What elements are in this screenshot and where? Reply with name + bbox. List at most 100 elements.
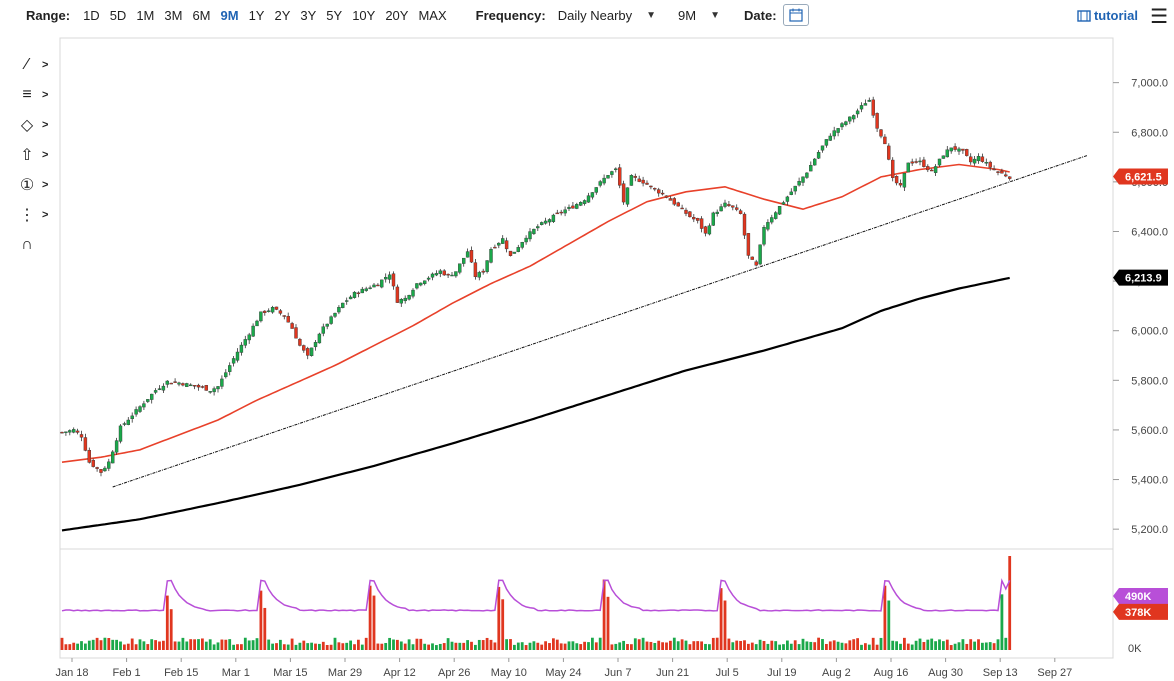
volume-average-line (61, 578, 1011, 612)
volume-bar (544, 641, 547, 650)
price-tick-label: 5,400.0 (1131, 475, 1168, 487)
candle-body (313, 342, 318, 348)
candle-body (149, 393, 154, 400)
range-button-1d[interactable]: 1D (83, 7, 100, 23)
volume-bar (626, 644, 629, 650)
candle-body (984, 162, 988, 164)
volume-bar (302, 640, 306, 650)
price-tick-label: 6,000.0 (1131, 326, 1168, 338)
calendar-button[interactable] (782, 4, 809, 26)
range-button-1m[interactable]: 1M (136, 7, 155, 23)
volume-bar (251, 640, 255, 650)
candle-body (918, 160, 922, 163)
candle-body (411, 289, 415, 297)
range-button-2y[interactable]: 2Y (274, 7, 291, 23)
candle-body (419, 282, 423, 286)
candle-body (855, 110, 860, 115)
line-tool[interactable]: ∕ > (16, 50, 56, 80)
volume-panel-frame (59, 548, 1114, 659)
volume-bar (606, 596, 610, 650)
volume-bar (189, 639, 193, 650)
volume-bar (119, 641, 122, 650)
date-tick-label: Jun 21 (656, 667, 689, 679)
range-button-5d[interactable]: 5D (109, 7, 127, 23)
candle-body (922, 159, 926, 167)
volume-bar (80, 641, 83, 650)
volume-bar (524, 645, 528, 650)
volume-bar (364, 637, 368, 650)
tutorial-link[interactable]: tutorial (1077, 8, 1138, 23)
volume-bar (520, 642, 524, 650)
magnet-tool[interactable]: ∩ (16, 230, 56, 260)
candle-body (341, 302, 345, 308)
range-button-10y[interactable]: 10Y (352, 7, 376, 23)
volume-bar (680, 639, 684, 650)
volume-bar (1008, 556, 1012, 650)
candle-body (863, 103, 868, 106)
candle-body (95, 467, 99, 469)
period-dropdown[interactable]: 9M ▼ (678, 8, 720, 23)
hamburger-menu-icon[interactable]: ☰ (1150, 6, 1168, 28)
range-button-3y[interactable]: 3Y (300, 7, 317, 23)
candle-body (251, 325, 255, 337)
range-buttons: 1D 5D 1M 3M 6M 9M 1Y 2Y 3Y 5Y 10Y 20Y MAX (78, 8, 452, 23)
line-tool-icon: ∕ (25, 56, 29, 73)
volume-bar (864, 643, 867, 650)
candle-body (575, 204, 579, 209)
volume-bar (232, 644, 235, 650)
frequency-dropdown[interactable]: Daily Nearby ▼ (558, 8, 656, 23)
volume-bar (197, 639, 200, 650)
volume-tick-label: 0K (1128, 643, 1142, 655)
range-button-max[interactable]: MAX (418, 7, 447, 23)
volume-bar (903, 637, 906, 650)
candle-body (227, 365, 232, 372)
candle-body (302, 345, 306, 351)
volume-bar (567, 641, 571, 650)
volume-bar (150, 639, 154, 650)
candle-body (243, 339, 248, 346)
range-button-1y[interactable]: 1Y (248, 7, 265, 23)
candle-body (177, 382, 181, 385)
volume-bar (146, 644, 150, 650)
volume-bar (906, 643, 910, 650)
shape-tool[interactable]: ◇ > (16, 110, 56, 140)
candle-body (891, 159, 895, 178)
volume-bar (505, 639, 508, 650)
volume-bar (778, 644, 781, 650)
candle-body (142, 403, 146, 408)
candle-body (774, 212, 778, 219)
candle-body (270, 307, 275, 313)
film-icon (1077, 9, 1091, 22)
annotation-tool[interactable]: ① > (16, 170, 56, 200)
volume-bar (431, 643, 434, 650)
range-button-20y[interactable]: 20Y (385, 7, 409, 23)
volume-bar (509, 639, 512, 650)
candle-body (231, 358, 236, 364)
volume-bar (263, 607, 267, 650)
volume-bar (310, 642, 313, 650)
range-button-5y[interactable]: 5Y (326, 7, 343, 23)
volume-bar (641, 637, 645, 650)
measure-tool[interactable]: ⋮ > (16, 200, 56, 230)
arrow-tool[interactable]: ⇧ > (16, 140, 56, 170)
candle-body (134, 409, 138, 415)
range-button-6m[interactable]: 6M (192, 7, 211, 23)
volume-bar (583, 641, 586, 650)
candle-body (555, 212, 559, 215)
volume-bar (988, 642, 992, 650)
frequency-label: Frequency: (475, 7, 546, 23)
range-button-9m[interactable]: 9M (220, 7, 239, 23)
volume-bar (392, 639, 395, 650)
candle-body (816, 151, 821, 159)
candle-body (146, 399, 150, 402)
volume-bar (630, 644, 633, 650)
fib-tool[interactable]: ≡ > (16, 80, 56, 110)
range-button-3m[interactable]: 3M (164, 7, 183, 23)
volume-bar (396, 639, 399, 650)
candle-body (122, 423, 127, 425)
volume-bar (754, 644, 758, 650)
volume-bar (602, 579, 606, 650)
volume-bar (516, 642, 520, 650)
volume-bar (138, 639, 142, 650)
